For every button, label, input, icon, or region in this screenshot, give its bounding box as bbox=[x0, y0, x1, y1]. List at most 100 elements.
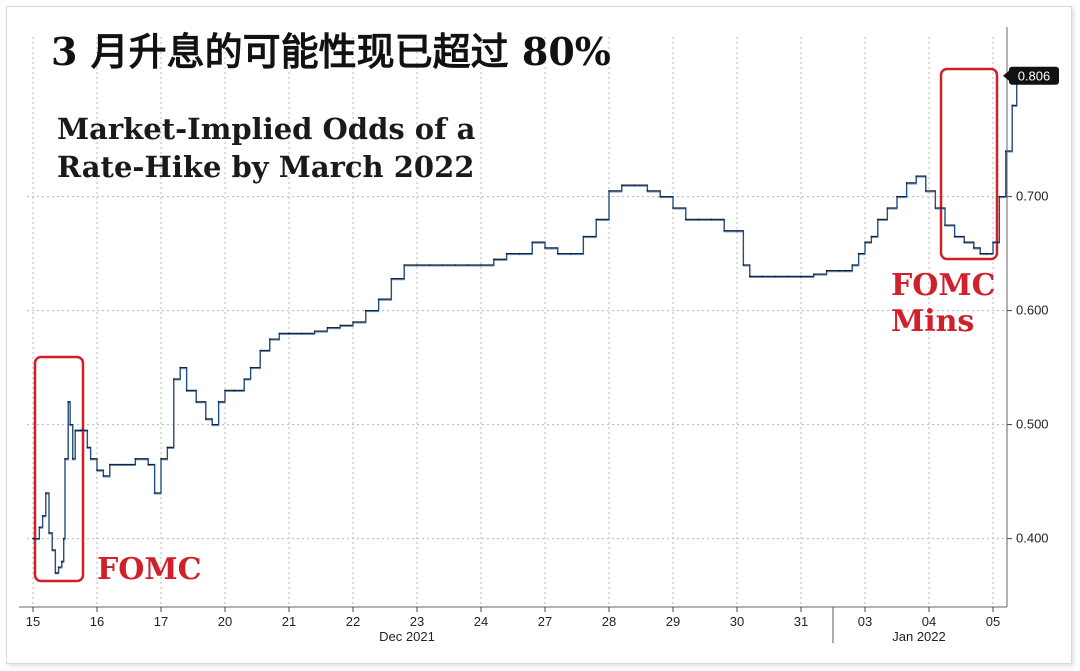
x-tick-label: 24 bbox=[474, 614, 488, 629]
month-label-dec: Dec 2021 bbox=[379, 629, 435, 644]
x-tick-label: 28 bbox=[602, 614, 616, 629]
data-point bbox=[557, 252, 559, 255]
grid-lines bbox=[27, 37, 1007, 607]
data-point bbox=[621, 184, 623, 186]
data-point bbox=[45, 492, 47, 494]
y-tick-label: 0.400 bbox=[1016, 531, 1049, 546]
data-point bbox=[269, 338, 271, 340]
data-point bbox=[749, 275, 751, 278]
data-point bbox=[147, 463, 149, 466]
data-point bbox=[633, 184, 636, 186]
data-point bbox=[67, 401, 69, 403]
data-point bbox=[787, 275, 789, 278]
data-point bbox=[41, 515, 44, 517]
data-point bbox=[233, 389, 236, 392]
annotation-fomc-mins: FOMC Mins bbox=[891, 268, 1006, 339]
data-point bbox=[953, 235, 956, 238]
data-point bbox=[493, 258, 495, 261]
data-point bbox=[886, 207, 889, 209]
fomc-mins-highlight-box bbox=[939, 67, 999, 261]
data-point bbox=[672, 207, 674, 209]
data-point bbox=[979, 252, 981, 255]
x-tick-label: 15 bbox=[26, 614, 40, 629]
data-point bbox=[864, 241, 866, 243]
data-point bbox=[51, 549, 53, 551]
data-point bbox=[973, 247, 975, 249]
y-tick-label: 0.600 bbox=[1016, 303, 1049, 318]
data-point bbox=[173, 378, 175, 380]
data-point bbox=[944, 224, 946, 226]
last-value-box bbox=[1009, 66, 1059, 85]
x-axis: 15 16 17 20 21 22 23 24 27 28 29 30 31 03 04 05 Dec 2021… bbox=[19, 606, 1007, 644]
x-tick-label: 16 bbox=[90, 614, 104, 629]
data-point bbox=[259, 349, 261, 352]
data-point bbox=[339, 324, 342, 327]
data-point bbox=[582, 235, 585, 238]
x-tick-label: 27 bbox=[538, 614, 552, 629]
data-point bbox=[80, 429, 82, 432]
data-point bbox=[86, 446, 89, 449]
data-point bbox=[134, 458, 137, 460]
data-point bbox=[313, 330, 316, 332]
data-point bbox=[845, 269, 847, 272]
data-point bbox=[963, 241, 965, 243]
data-point bbox=[71, 458, 74, 460]
data-point bbox=[195, 401, 197, 403]
annotation-fomc: FOMC bbox=[97, 552, 202, 587]
data-point bbox=[377, 298, 380, 301]
data-point bbox=[205, 418, 207, 420]
last-value-label: 0.806 bbox=[1018, 68, 1051, 83]
fomc-highlight-box bbox=[33, 355, 85, 583]
data-point bbox=[480, 264, 482, 266]
chart-title-line-1: Market-Implied Odds of a bbox=[57, 112, 476, 146]
data-point bbox=[365, 309, 367, 312]
data-point bbox=[96, 469, 98, 472]
data-point bbox=[595, 218, 597, 221]
data-point bbox=[217, 401, 220, 403]
y-axis: 0.400 0.500 0.600 0.700 0.806 bbox=[1003, 27, 1059, 607]
chart-frame: 15 16 17 20 21 22 23 24 27 28 29 30 31 03 04 05 Dec 2021… bbox=[6, 6, 1072, 664]
data-point bbox=[685, 218, 687, 221]
data-point bbox=[742, 264, 745, 266]
data-point bbox=[825, 269, 828, 272]
x-tick-label: 22 bbox=[346, 614, 360, 629]
chart-title-line-2: Rate-Hike by March 2022 bbox=[57, 150, 474, 184]
series-line-blue bbox=[33, 76, 1018, 575]
x-tick-label: 03 bbox=[858, 614, 872, 629]
data-point bbox=[278, 332, 281, 335]
data-point bbox=[877, 218, 879, 221]
data-point bbox=[62, 537, 65, 540]
data-point bbox=[800, 275, 802, 278]
data-point bbox=[454, 264, 457, 266]
data-point bbox=[403, 264, 406, 266]
data-point bbox=[69, 423, 71, 426]
data-point bbox=[243, 378, 245, 380]
data-point bbox=[736, 230, 738, 232]
series-line-group bbox=[32, 74, 1018, 575]
data-point bbox=[761, 275, 764, 278]
data-point bbox=[925, 190, 927, 192]
data-point bbox=[723, 230, 725, 232]
data-point bbox=[905, 182, 908, 184]
x-tick-label: 23 bbox=[410, 614, 424, 629]
data-point bbox=[441, 264, 444, 266]
x-tick-label: 17 bbox=[154, 614, 168, 629]
data-point bbox=[390, 277, 393, 280]
data-point bbox=[429, 264, 431, 266]
data-point bbox=[608, 190, 610, 192]
highlight-boxes bbox=[33, 67, 999, 583]
x-tick-label: 29 bbox=[666, 614, 680, 629]
data-point bbox=[518, 252, 521, 255]
data-point bbox=[467, 264, 470, 266]
x-tick-label: 04 bbox=[922, 614, 936, 629]
month-label-jan: Jan 2022 bbox=[892, 629, 946, 644]
data-point bbox=[813, 273, 815, 275]
data-point bbox=[416, 264, 418, 266]
data-point bbox=[851, 264, 853, 266]
data-point bbox=[57, 566, 60, 568]
data-point bbox=[61, 560, 63, 563]
data-point bbox=[185, 389, 188, 392]
data-point bbox=[1011, 104, 1013, 107]
headline-title: 3 月升息的可能性现已超过 80% bbox=[51, 29, 611, 74]
data-point bbox=[179, 366, 181, 369]
